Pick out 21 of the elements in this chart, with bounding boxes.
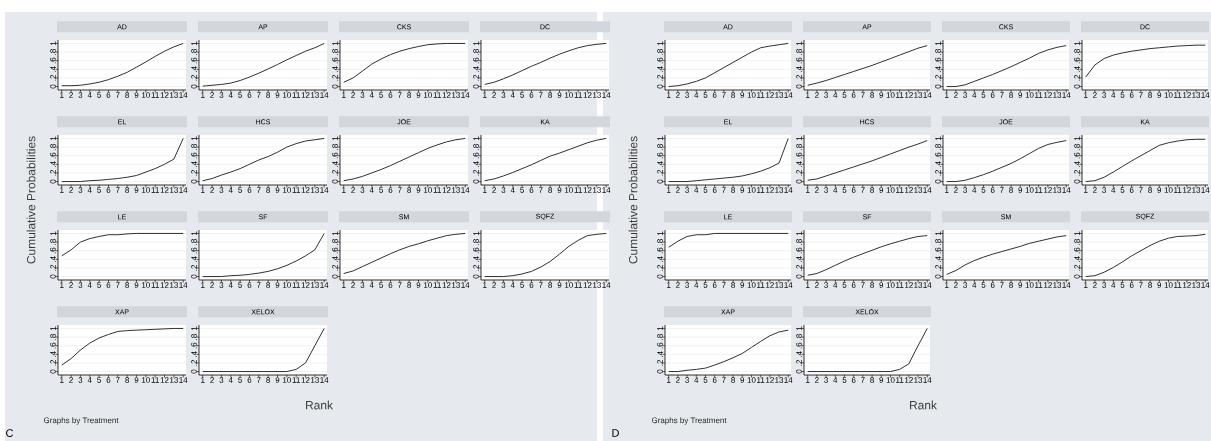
line-series bbox=[668, 329, 789, 372]
line-series bbox=[202, 138, 325, 182]
text: D bbox=[612, 429, 619, 437]
line-series bbox=[946, 140, 1067, 182]
text: C bbox=[6, 429, 14, 437]
line-series bbox=[946, 235, 1067, 275]
line-series bbox=[343, 138, 466, 182]
line-series bbox=[668, 43, 789, 87]
line-series bbox=[1085, 138, 1206, 182]
line-series bbox=[946, 45, 1067, 87]
x-axis-title: Rank bbox=[306, 400, 333, 410]
line-series bbox=[1085, 44, 1206, 78]
line-series bbox=[807, 45, 928, 86]
line-series bbox=[61, 43, 184, 87]
y-axis-title: Cumulative Probabilities bbox=[26, 136, 36, 264]
line-series bbox=[484, 43, 607, 85]
x-axis-title: Rank bbox=[910, 400, 937, 410]
line-series bbox=[807, 235, 928, 276]
line-series bbox=[1085, 233, 1206, 277]
line-series bbox=[807, 140, 928, 181]
y-axis-title: Cumulative Probabilities bbox=[628, 136, 638, 264]
